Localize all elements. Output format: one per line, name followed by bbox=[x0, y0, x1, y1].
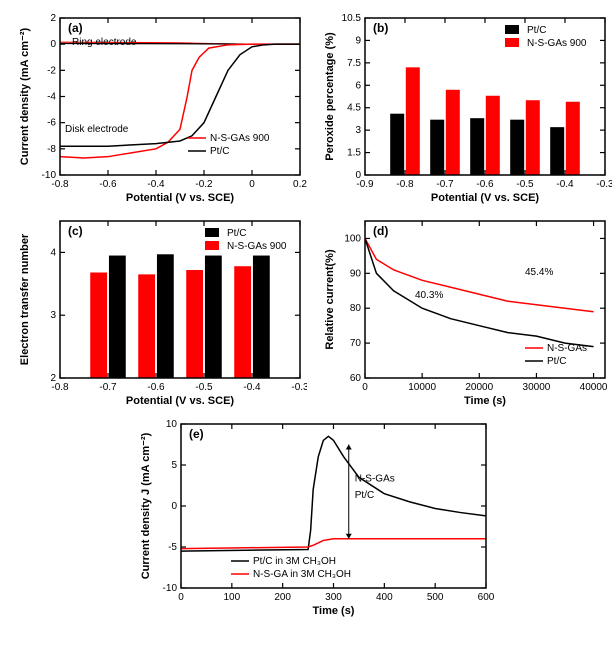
svg-text:-0.5: -0.5 bbox=[195, 382, 213, 393]
legend-label: N-S-GAs bbox=[547, 343, 587, 354]
y-axis-label: Current density (mA cm⁻²) bbox=[19, 27, 31, 165]
legend-label: N-S-GAs 900 bbox=[210, 133, 270, 144]
legend-label: Pt/C bbox=[210, 146, 229, 157]
svg-text:5: 5 bbox=[171, 460, 177, 471]
svg-text:90: 90 bbox=[350, 268, 362, 279]
svg-text:0: 0 bbox=[362, 382, 368, 393]
svg-text:-0.3: -0.3 bbox=[291, 382, 307, 393]
svg-text:0: 0 bbox=[50, 39, 56, 50]
legend-label: N-S-GAs 900 bbox=[227, 241, 287, 252]
x-axis-label: Time (s) bbox=[313, 605, 355, 617]
svg-text:-5: -5 bbox=[168, 542, 177, 553]
svg-text:-0.4: -0.4 bbox=[243, 382, 261, 393]
svg-text:4.5: 4.5 bbox=[347, 103, 361, 114]
x-axis-label: Potential (V vs. SCE) bbox=[126, 192, 235, 204]
svg-text:10.5: 10.5 bbox=[342, 13, 362, 24]
panel-e: 0 100 200 300 400 500 600 -10 -5 0 5 10 Time (s) Curr… bbox=[126, 416, 496, 621]
svg-text:-0.3: -0.3 bbox=[596, 179, 612, 190]
panel-d: 0 10000 20000 30000 40000 60 70 80 90 100 Time (s)… bbox=[315, 213, 612, 408]
svg-text:-8: -8 bbox=[47, 144, 56, 155]
svg-text:-0.4: -0.4 bbox=[556, 179, 574, 190]
y-axis-label: Peroxide percentage (%) bbox=[324, 32, 336, 161]
legend-label: N-S-GA in 3M CH₃OH bbox=[253, 569, 351, 580]
panel-tag: (d) bbox=[373, 224, 388, 238]
svg-text:500: 500 bbox=[427, 592, 444, 603]
annotation: Disk electrode bbox=[65, 124, 129, 135]
svg-text:2: 2 bbox=[50, 373, 56, 384]
panel-tag: (b) bbox=[373, 21, 388, 35]
svg-text:-0.6: -0.6 bbox=[99, 179, 117, 190]
annotation: 45.4% bbox=[525, 267, 553, 278]
svg-text:20000: 20000 bbox=[465, 382, 493, 393]
svg-text:1.5: 1.5 bbox=[347, 148, 361, 159]
svg-text:0: 0 bbox=[171, 501, 177, 512]
x-axis-label: Potential (V vs. SCE) bbox=[431, 192, 540, 204]
svg-text:30000: 30000 bbox=[523, 382, 551, 393]
svg-text:7.5: 7.5 bbox=[347, 58, 361, 69]
svg-text:70: 70 bbox=[350, 338, 362, 349]
svg-text:-0.5: -0.5 bbox=[516, 179, 534, 190]
svg-text:3: 3 bbox=[355, 125, 361, 136]
svg-text:-0.2: -0.2 bbox=[195, 179, 213, 190]
legend-label: N-S-GAs 900 bbox=[527, 38, 587, 49]
svg-text:-10: -10 bbox=[163, 583, 178, 594]
annotation: Ring electrode bbox=[72, 37, 137, 48]
svg-text:-6: -6 bbox=[47, 118, 56, 129]
svg-text:-0.7: -0.7 bbox=[99, 382, 117, 393]
svg-text:-2: -2 bbox=[47, 65, 56, 76]
annotation: Pt/C bbox=[355, 490, 374, 501]
svg-text:100: 100 bbox=[223, 592, 240, 603]
svg-text:0: 0 bbox=[178, 592, 184, 603]
svg-text:0.2: 0.2 bbox=[293, 179, 307, 190]
x-axis-label: Potential (V vs. SCE) bbox=[126, 395, 235, 407]
svg-text:-0.6: -0.6 bbox=[147, 382, 165, 393]
y-axis-label: Electron transfer number bbox=[19, 233, 31, 365]
legend-label: Pt/C bbox=[547, 356, 566, 367]
legend-label: Pt/C in 3M CH₃OH bbox=[253, 556, 336, 567]
annotation: 40.3% bbox=[415, 290, 443, 301]
svg-text:300: 300 bbox=[325, 592, 342, 603]
svg-text:-0.4: -0.4 bbox=[147, 179, 165, 190]
svg-text:-10: -10 bbox=[42, 170, 57, 181]
y-axis-label: Relative current(%) bbox=[324, 249, 336, 350]
legend-label: Pt/C bbox=[227, 228, 246, 239]
svg-text:4: 4 bbox=[50, 247, 56, 258]
panel-tag: (a) bbox=[68, 21, 83, 35]
svg-text:10000: 10000 bbox=[408, 382, 436, 393]
panel-a: -0.8-0.6-0.4-0.200.2-10-8-6-4-202Potenti… bbox=[10, 10, 307, 205]
svg-text:9: 9 bbox=[355, 35, 361, 46]
panel-tag: (e) bbox=[189, 427, 204, 441]
svg-text:200: 200 bbox=[274, 592, 291, 603]
panel-tag: (c) bbox=[68, 224, 83, 238]
svg-text:2: 2 bbox=[50, 13, 56, 24]
svg-text:0: 0 bbox=[355, 170, 361, 181]
svg-text:100: 100 bbox=[344, 233, 361, 244]
svg-text:80: 80 bbox=[350, 303, 362, 314]
svg-text:6: 6 bbox=[355, 80, 361, 91]
svg-text:-0.7: -0.7 bbox=[436, 179, 454, 190]
annotation: N-S-GAs bbox=[355, 473, 395, 484]
svg-text:60: 60 bbox=[350, 373, 362, 384]
y-axis-label: Current density J (mA cm⁻²) bbox=[140, 432, 152, 579]
panel-c: -0.8-0.7-0.6-0.5-0.4-0.3234Potential (V … bbox=[10, 213, 307, 408]
legend-label: Pt/C bbox=[527, 25, 546, 36]
svg-text:-0.6: -0.6 bbox=[476, 179, 494, 190]
svg-text:-0.8: -0.8 bbox=[396, 179, 414, 190]
x-axis-label: Time (s) bbox=[464, 395, 506, 407]
svg-text:400: 400 bbox=[376, 592, 393, 603]
svg-text:-4: -4 bbox=[47, 92, 56, 103]
panel-b: -0.9-0.8-0.7-0.6-0.5-0.4-0.301.534.567.5… bbox=[315, 10, 612, 205]
svg-text:3: 3 bbox=[50, 310, 56, 321]
svg-text:10: 10 bbox=[166, 419, 178, 430]
svg-text:0: 0 bbox=[249, 179, 255, 190]
svg-text:600: 600 bbox=[478, 592, 495, 603]
svg-text:40000: 40000 bbox=[580, 382, 608, 393]
